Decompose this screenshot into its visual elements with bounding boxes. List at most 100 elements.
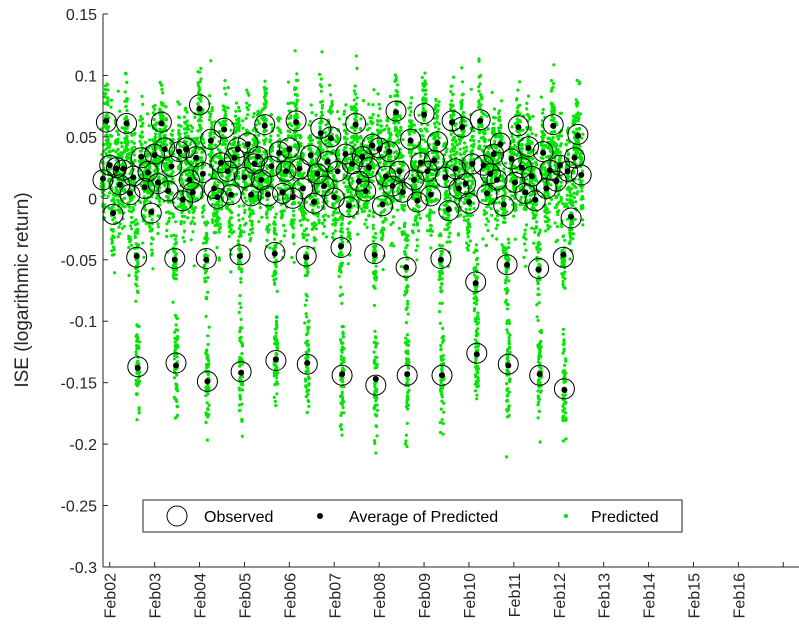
predicted-point xyxy=(212,136,216,140)
predicted-point xyxy=(213,143,217,147)
predicted-point xyxy=(373,384,377,388)
predicted-point xyxy=(370,116,374,120)
predicted-point xyxy=(156,222,160,226)
predicted-point xyxy=(365,205,369,210)
predicted-point xyxy=(135,284,139,288)
predicted-point xyxy=(340,390,344,394)
predicted-point xyxy=(274,244,278,248)
predicted-point xyxy=(407,106,411,110)
predicted-point xyxy=(335,135,339,139)
predicted-point xyxy=(314,227,318,231)
predicted-point xyxy=(200,159,204,163)
predicted-point xyxy=(197,91,201,95)
predicted-point xyxy=(269,122,273,126)
predicted-point xyxy=(204,394,208,398)
predicted-point xyxy=(309,103,313,107)
predicted-point xyxy=(133,132,137,136)
predicted-point xyxy=(352,89,356,93)
predicted-point xyxy=(242,204,246,208)
predicted-point xyxy=(196,83,200,88)
predicted-point xyxy=(156,159,160,163)
predicted-point xyxy=(116,199,120,203)
predicted-point xyxy=(131,206,135,210)
predicted-point xyxy=(295,99,299,103)
predicted-point xyxy=(203,271,207,275)
predicted-point xyxy=(397,226,401,230)
predicted-point xyxy=(203,263,207,267)
predicted-point xyxy=(424,140,428,144)
predicted-point xyxy=(440,395,444,399)
predicted-point xyxy=(172,357,176,361)
predicted-point xyxy=(415,238,419,242)
predicted-point xyxy=(210,202,214,207)
predicted-point xyxy=(148,164,152,169)
predicted-point xyxy=(359,148,363,152)
predicted-point xyxy=(241,142,245,146)
predicted-point xyxy=(351,179,355,183)
predicted-point xyxy=(275,376,279,380)
predicted-point xyxy=(208,115,212,119)
predicted-point xyxy=(106,125,111,129)
predicted-point xyxy=(440,282,444,286)
predicted-point xyxy=(398,114,402,118)
predicted-point xyxy=(356,232,360,236)
predicted-point xyxy=(251,211,255,216)
predicted-point xyxy=(106,141,110,145)
predicted-point xyxy=(179,201,183,205)
predicted-point xyxy=(135,277,139,281)
predicted-point xyxy=(429,246,433,250)
predicted-point xyxy=(391,197,395,201)
predicted-point xyxy=(265,238,269,242)
predicted-point xyxy=(210,121,214,125)
predicted-point xyxy=(198,128,202,132)
predicted-point xyxy=(326,214,331,218)
predicted-point xyxy=(247,93,251,97)
predicted-point xyxy=(164,167,169,171)
predicted-point xyxy=(136,229,140,233)
predicted-point xyxy=(259,110,263,114)
predicted-point xyxy=(234,101,239,105)
predicted-point xyxy=(383,127,387,131)
predicted-point xyxy=(214,161,218,165)
predicted-point xyxy=(174,234,178,238)
predicted-point xyxy=(273,228,277,232)
predicted-point xyxy=(150,218,154,222)
predicted-point xyxy=(352,204,356,208)
predicted-point xyxy=(238,224,242,228)
predicted-point xyxy=(376,123,380,127)
predicted-point xyxy=(298,219,302,223)
predicted-point xyxy=(273,215,277,219)
predicted-point xyxy=(434,132,439,136)
predicted-point xyxy=(270,146,274,150)
predicted-point xyxy=(265,225,270,229)
predicted-point xyxy=(205,236,209,241)
predicted-point xyxy=(142,200,146,204)
predicted-point xyxy=(406,339,410,343)
predicted-point xyxy=(264,87,268,91)
predicted-point xyxy=(127,209,131,213)
predicted-point xyxy=(208,94,212,98)
predicted-point xyxy=(176,100,180,104)
predicted-point xyxy=(140,131,144,135)
predicted-point xyxy=(210,129,214,133)
predicted-point xyxy=(294,86,298,90)
predicted-point xyxy=(310,158,314,162)
predicted-point xyxy=(248,219,252,223)
predicted-point xyxy=(254,194,258,198)
predicted-point xyxy=(215,221,219,225)
predicted-point xyxy=(249,228,253,232)
predicted-point xyxy=(231,163,235,168)
predicted-point xyxy=(128,240,132,244)
predicted-point xyxy=(263,79,267,83)
predicted-point xyxy=(342,129,347,133)
predicted-point xyxy=(394,149,398,153)
predicted-point xyxy=(203,276,207,280)
predicted-point xyxy=(389,179,393,183)
predicted-point xyxy=(198,125,202,129)
predicted-point xyxy=(163,137,167,142)
predicted-point xyxy=(362,209,366,213)
predicted-point xyxy=(202,141,206,145)
predicted-point xyxy=(200,210,204,215)
predicted-point xyxy=(111,235,115,239)
predicted-point xyxy=(337,274,341,278)
